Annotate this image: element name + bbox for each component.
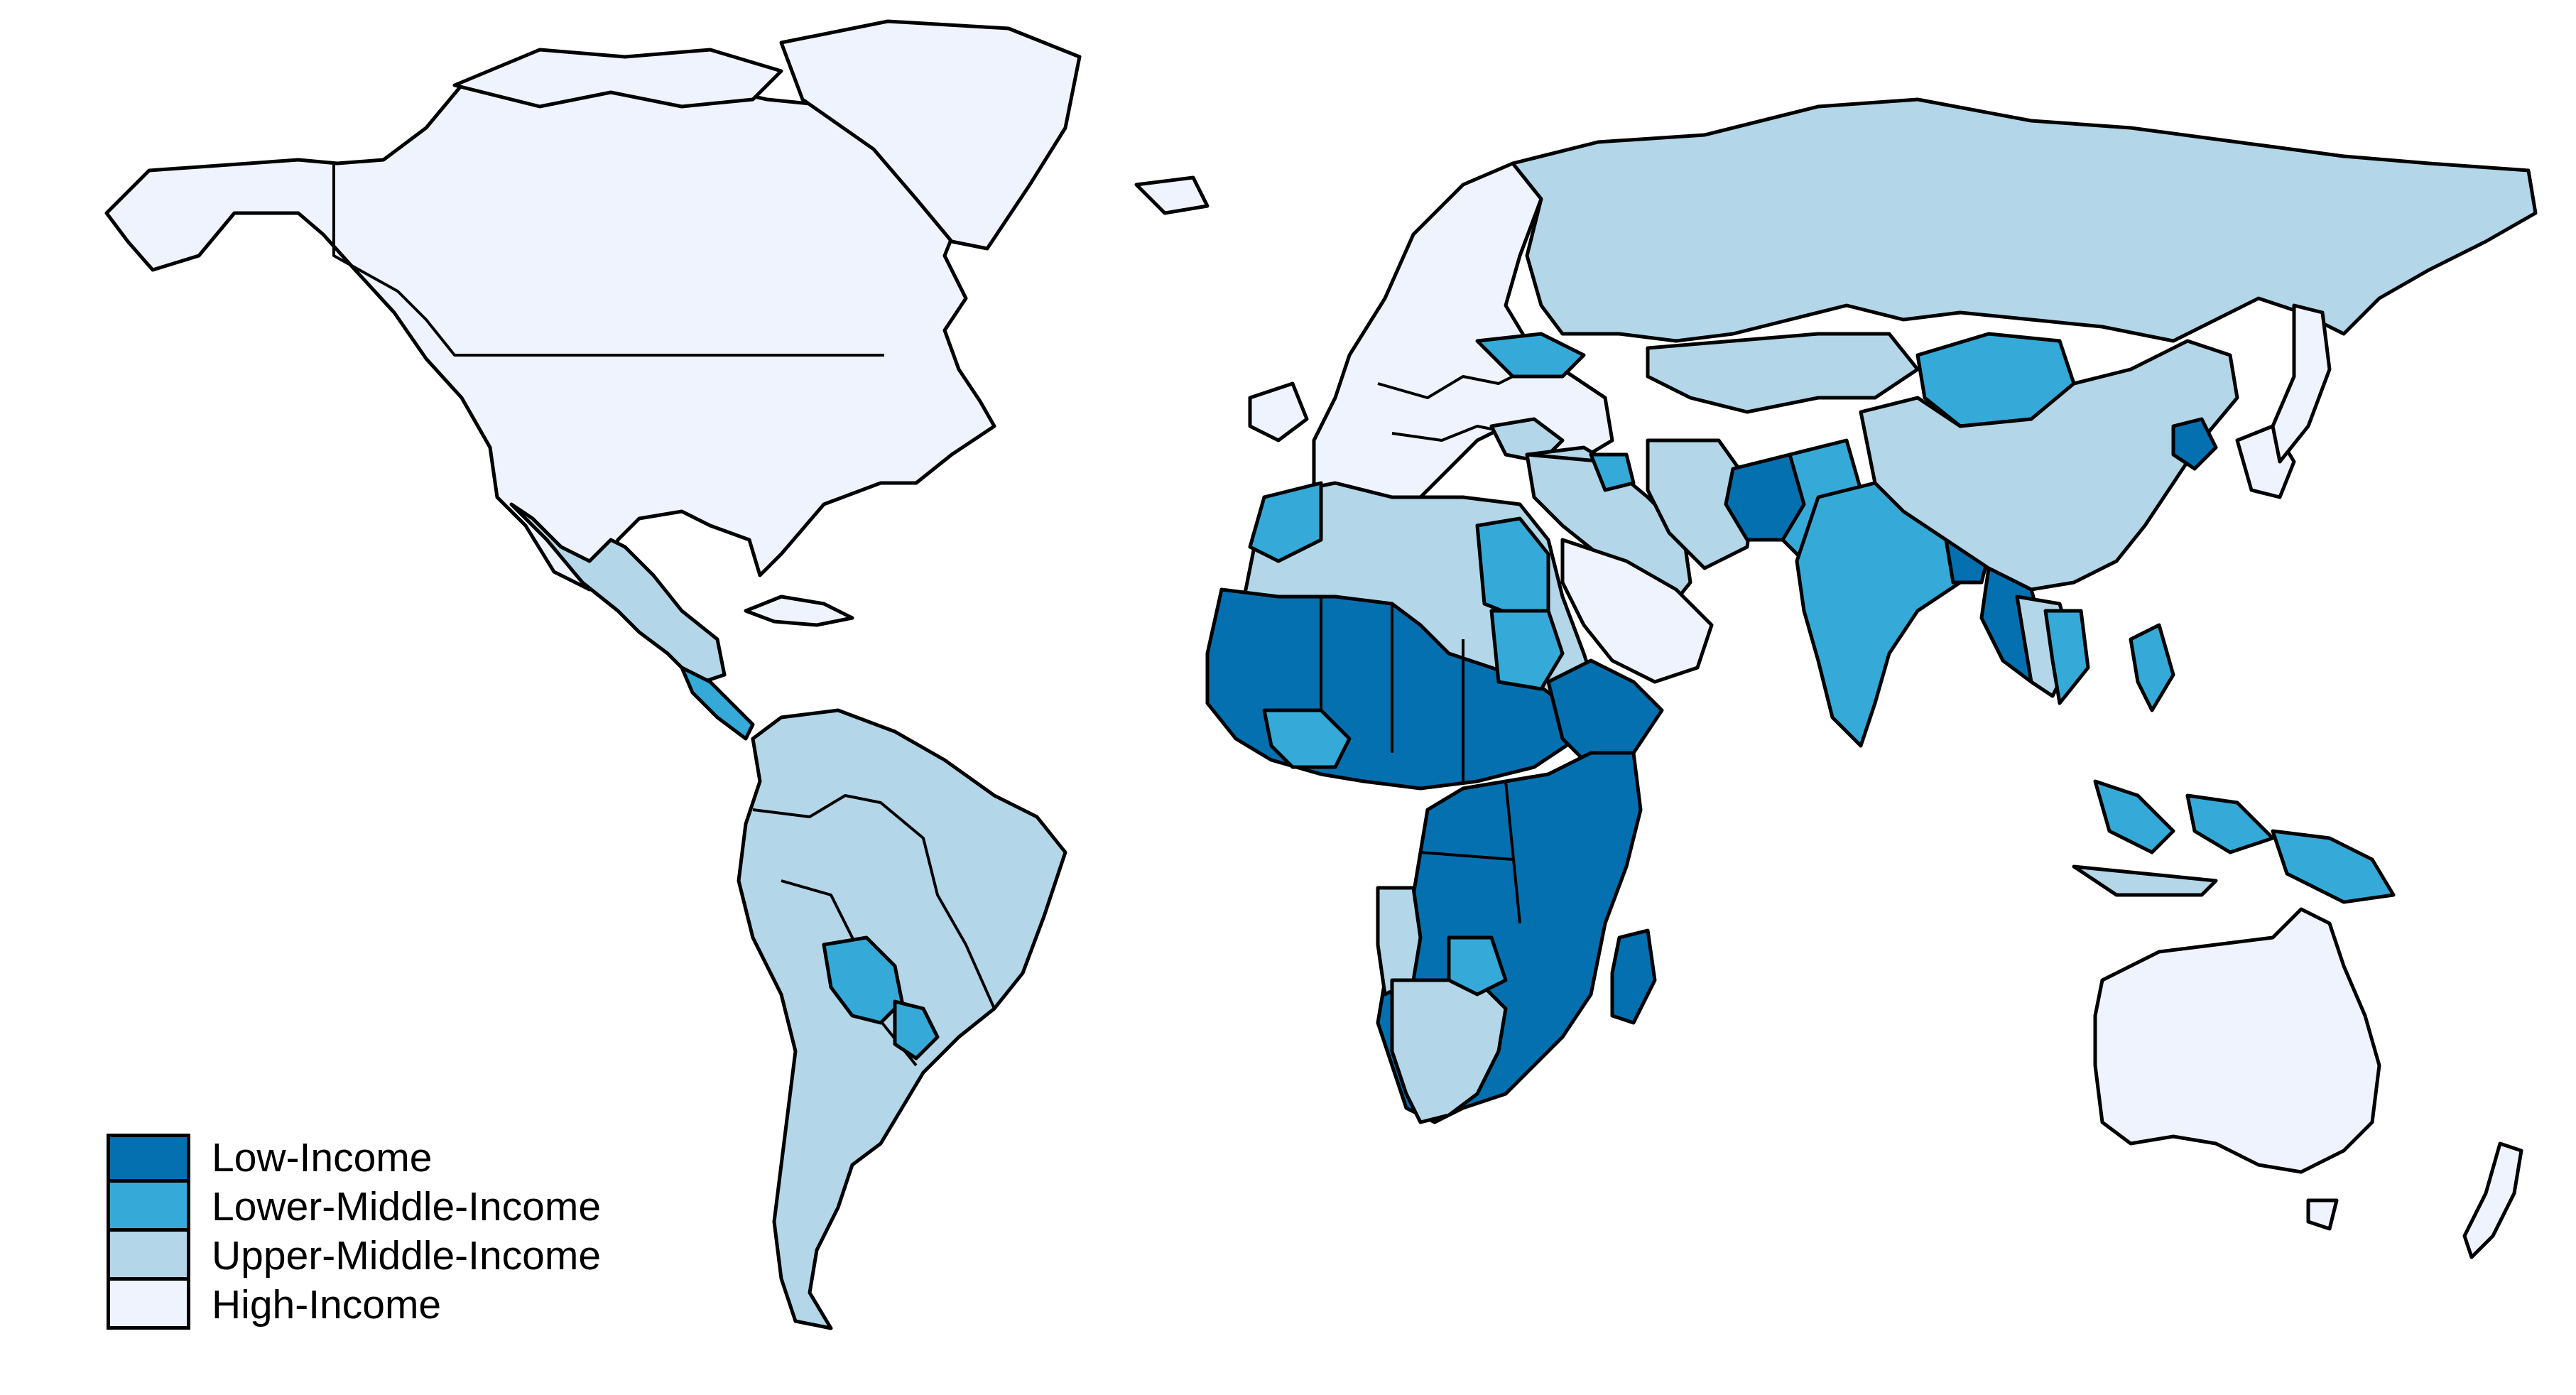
legend-swatch-low-income bbox=[107, 1134, 190, 1183]
legend-label-high-income: High-Income bbox=[212, 1282, 442, 1328]
legend-item-high-income: High-Income bbox=[107, 1281, 817, 1330]
region-north-america bbox=[104, 19, 1082, 592]
legend-item-upper-middle-income: Upper-Middle-Income bbox=[107, 1232, 817, 1281]
japan-shape bbox=[2271, 303, 2332, 464]
region-south-america bbox=[737, 708, 1067, 1330]
legend-label-lower-middle-income: Lower-Middle-Income bbox=[212, 1184, 602, 1230]
region-southeast-asia bbox=[1979, 566, 2396, 904]
tasmania-shape bbox=[2306, 1198, 2339, 1231]
legend-label-low-income: Low-Income bbox=[212, 1135, 433, 1180]
region-africa bbox=[1205, 481, 1664, 1124]
legend: Low-Income Lower-Middle-Income Upper-Mid… bbox=[107, 1134, 817, 1330]
legend-swatch-lower-middle-income bbox=[107, 1183, 190, 1232]
legend-swatch-high-income bbox=[107, 1281, 190, 1330]
region-russia bbox=[1511, 97, 2538, 428]
region-central-america bbox=[509, 502, 854, 741]
legend-item-low-income: Low-Income bbox=[107, 1134, 817, 1183]
legend-swatch-upper-middle-income bbox=[107, 1232, 190, 1281]
legend-label-upper-middle-income: Upper-Middle-Income bbox=[212, 1233, 602, 1279]
australia-shape bbox=[2093, 907, 2381, 1174]
region-south-asia bbox=[1724, 438, 1991, 748]
region-middle-east bbox=[1525, 438, 1756, 684]
new-zealand-shape bbox=[2462, 1141, 2523, 1259]
legend-item-lower-middle-income: Lower-Middle-Income bbox=[107, 1183, 817, 1232]
